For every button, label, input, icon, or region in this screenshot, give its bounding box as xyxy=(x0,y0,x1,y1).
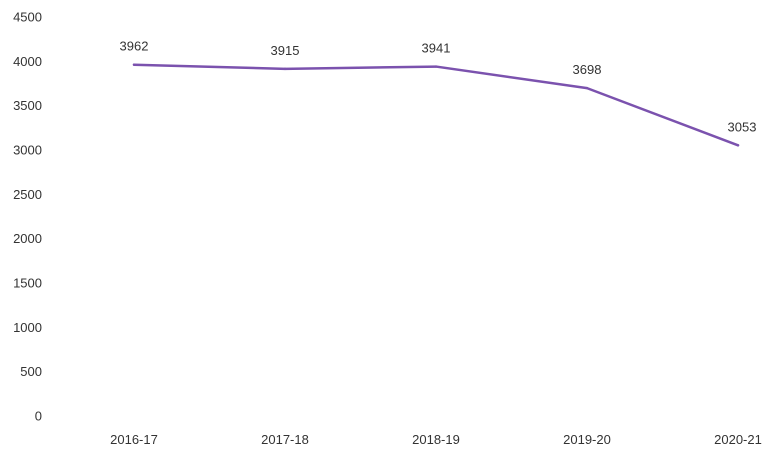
data-point xyxy=(434,65,438,68)
x-tick-label: 2018-19 xyxy=(412,432,460,447)
data-labels: 3962 3915 3941 3698 3053 xyxy=(120,39,757,135)
x-tick-label: 2019-20 xyxy=(563,432,611,447)
data-point xyxy=(585,86,589,90)
x-axis-ticks: 2016-17 2017-18 2018-19 2019-20 2020-21 xyxy=(110,432,762,447)
data-label: 3962 xyxy=(120,39,149,54)
data-label: 3915 xyxy=(271,43,300,58)
x-tick-label: 2017-18 xyxy=(261,432,309,447)
y-tick-label: 3500 xyxy=(13,98,42,113)
y-tick-label: 2500 xyxy=(13,187,42,202)
y-tick-label: 2000 xyxy=(13,231,42,246)
data-label: 3941 xyxy=(422,41,451,56)
y-tick-label: 0 xyxy=(35,409,42,424)
x-tick-label: 2020-21 xyxy=(714,432,762,447)
y-tick-label: 1500 xyxy=(13,276,42,291)
y-tick-label: 3000 xyxy=(13,143,42,158)
y-axis-ticks: 0 500 1000 1500 2000 2500 3000 3500 4000 4500 xyxy=(13,10,42,424)
series-group xyxy=(132,63,740,147)
y-tick-label: 1000 xyxy=(13,320,42,335)
y-tick-label: 500 xyxy=(20,364,42,379)
x-tick-label: 2016-17 xyxy=(110,432,158,447)
series-line xyxy=(132,63,740,147)
y-tick-label: 4500 xyxy=(13,10,42,25)
data-label: 3698 xyxy=(573,62,602,77)
y-tick-label: 4000 xyxy=(13,54,42,69)
data-label: 3053 xyxy=(728,119,757,134)
data-point xyxy=(736,144,740,147)
data-point xyxy=(283,67,287,71)
data-point xyxy=(132,63,136,66)
